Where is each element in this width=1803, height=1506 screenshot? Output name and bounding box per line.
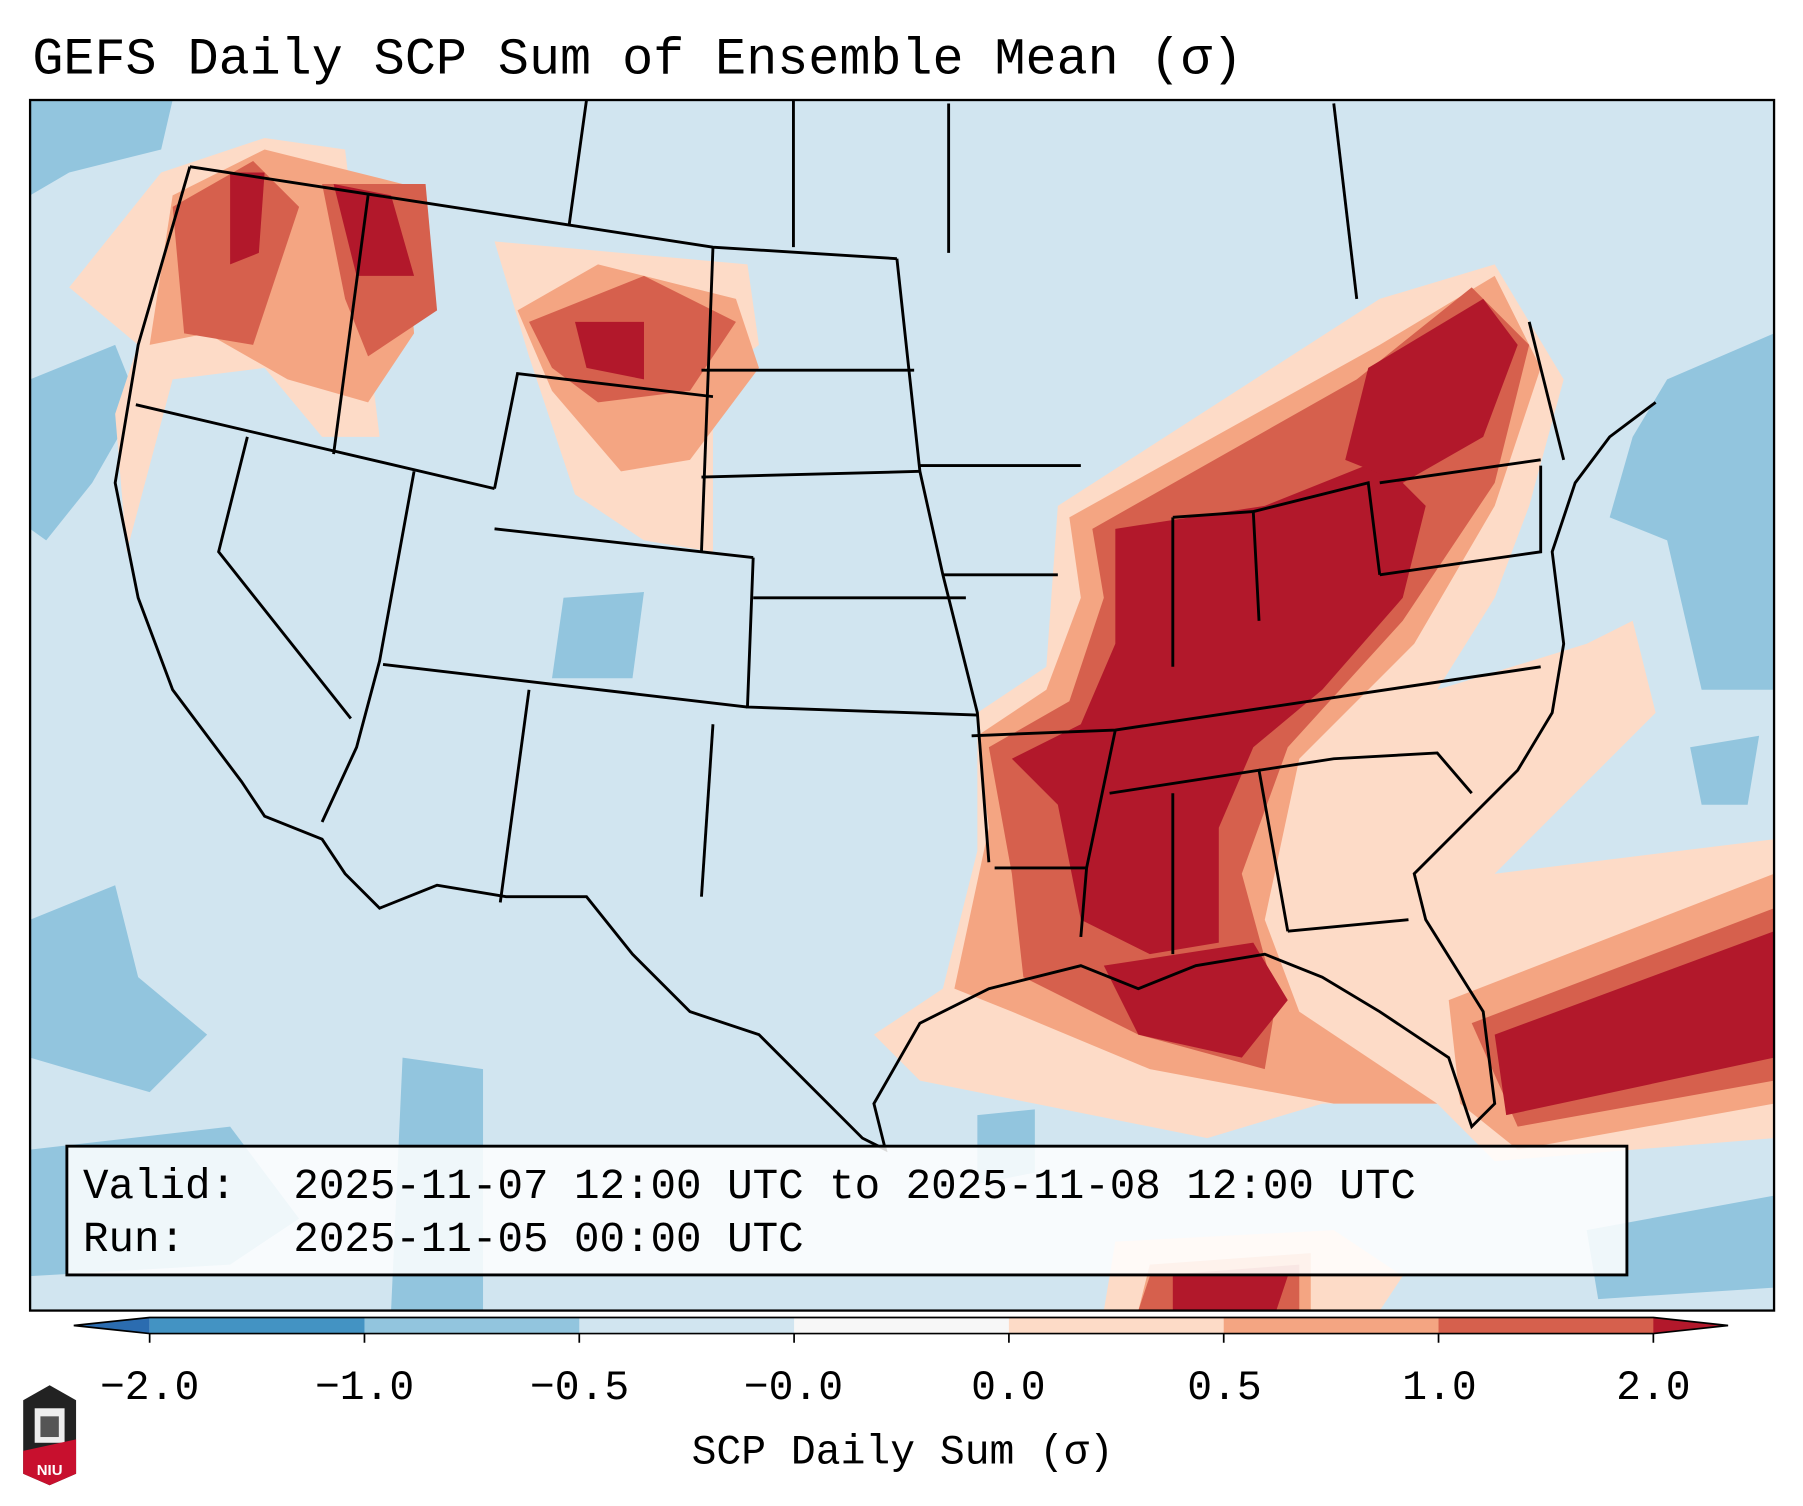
map-frame xyxy=(28,98,1776,1312)
colorbar-segment xyxy=(794,1317,1010,1334)
tick-label: −0.0 xyxy=(744,1366,843,1412)
colorbar-segment xyxy=(149,1317,366,1334)
colorbar-extend-low xyxy=(73,1317,150,1334)
colorbar-segment xyxy=(1223,1317,1440,1334)
colorbar-segment xyxy=(364,1317,580,1334)
figure-title: GEFS Daily SCP Sum of Ensemble Mean (σ) xyxy=(32,31,1242,90)
colorbar-segment xyxy=(1438,1317,1654,1334)
tick-label: −1.0 xyxy=(315,1366,414,1412)
colorbar xyxy=(73,1316,1729,1343)
run-label: Run: xyxy=(83,1216,185,1264)
tick-label: 0.0 xyxy=(971,1366,1046,1412)
state-borders xyxy=(113,100,1657,1153)
colorbar-tick-labels: −2.0 −1.0 −0.5 −0.0 0.0 0.5 1.0 2.0 xyxy=(100,1366,1691,1412)
tick-label: −0.5 xyxy=(530,1366,629,1412)
colorbar-segment xyxy=(1008,1317,1225,1334)
colorbar-segment xyxy=(579,1317,795,1334)
niu-logo: NIU xyxy=(23,1385,77,1486)
tick-label: 2.0 xyxy=(1616,1366,1691,1412)
tick-label: 1.0 xyxy=(1402,1366,1476,1412)
run-value: 2025-11-05 00:00 UTC xyxy=(293,1216,803,1264)
tick-label: 0.5 xyxy=(1187,1366,1262,1412)
valid-value: 2025-11-07 12:00 UTC to 2025-11-08 12:00… xyxy=(293,1163,1416,1211)
map-panel: Valid: 2025-11-07 12:00 UTC to 2025-11-0… xyxy=(30,100,1775,1311)
valid-label: Valid: xyxy=(83,1163,236,1211)
info-box xyxy=(65,1144,1629,1277)
tick-label: −2.0 xyxy=(100,1366,199,1412)
positive-anomaly-above-2 xyxy=(230,172,1775,1311)
colorbar-label: SCP Daily Sum (σ) xyxy=(692,1430,1114,1476)
colorbar-extend-high xyxy=(1653,1317,1729,1334)
niu-logo-text: NIU xyxy=(37,1462,63,1479)
